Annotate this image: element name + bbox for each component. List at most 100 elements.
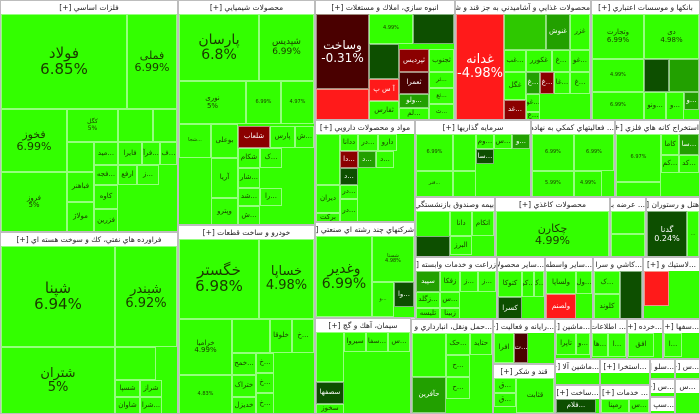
stock-tile[interactable]: ...ولو [399, 94, 429, 108]
sector-s27[interactable]: ... اطلاعات [+] ...ها ...ا [591, 319, 627, 359]
stock-tile[interactable]: آ س پ [369, 79, 399, 101]
stock-tile[interactable]: شراز [140, 380, 162, 397]
stock-tile[interactable]: ...ث [429, 104, 454, 119]
stock-tile[interactable]: 6.97% [616, 134, 661, 182]
stock-tile[interactable]: شکام [238, 148, 260, 168]
stock-tile[interactable]: غگل [504, 72, 526, 100]
stock-tile[interactable]: ...و [576, 333, 590, 355]
stock-tile[interactable]: ...خ [292, 319, 314, 353]
stock-tile[interactable]: سیروا [344, 332, 366, 352]
sector-s16[interactable]: هتل و رستوران [+]گدنا0.24%... [646, 197, 700, 257]
stock-tile[interactable] [616, 182, 661, 196]
sector-title[interactable]: سيمان، آهك و گچ [+] [316, 319, 410, 333]
stock-tile[interactable]: ثپردیس [399, 49, 429, 72]
sector-s21[interactable]: ...لاستيك و [+] [643, 257, 700, 319]
sector-s10[interactable]: ... فعاليتهاي كمكي به نهادهاي [+] 6.99% 5.… [531, 120, 615, 197]
stock-tile[interactable]: اتکام [472, 211, 494, 236]
stock-tile[interactable]: ...دا [340, 151, 358, 168]
stock-tile[interactable]: چکارن 4.99% [496, 211, 609, 256]
stock-tile[interactable]: ...در [358, 134, 378, 151]
stock-tile[interactable]: 4.97% [281, 81, 314, 124]
stock-tile[interactable]: فخوز 6.99% [1, 109, 67, 172]
sector-title[interactable]: انبوه سازي، املاك و مستغلات [+] [316, 1, 454, 15]
stock-tile[interactable]: ...فجه [94, 165, 118, 185]
stock-tile[interactable] [412, 333, 446, 377]
stock-tile[interactable]: ...و [666, 92, 684, 119]
sector-s7[interactable]: بانكها و موسسات اعتباري [+] وتجارت 6.99% دی… [591, 0, 700, 120]
stock-tile[interactable]: ...ف [160, 142, 177, 165]
stock-tile[interactable]: کگل 5% [67, 109, 118, 142]
stock-tile[interactable]: دانا [450, 211, 472, 236]
stock-tile[interactable]: وساخت -0.31% [316, 14, 369, 89]
stock-tile[interactable]: ددانا [340, 134, 358, 151]
sector-s23[interactable]: ...حمل ونقل، انبارداري و ا [+] ...حک حتاید… [411, 319, 493, 414]
sector-title[interactable]: ...حمل ونقل، انبارداري و ا [+] [412, 320, 492, 334]
stock-tile[interactable] [620, 271, 642, 318]
sector-s34[interactable]: ...سلو [+] [650, 359, 675, 379]
stock-tile[interactable] [316, 332, 344, 382]
stock-tile[interactable]: ...غ [570, 72, 590, 94]
sector-title[interactable]: ...ساير واسطه [+] [546, 258, 592, 272]
stock-tile[interactable]: کسرا [498, 297, 522, 318]
stock-tile[interactable]: ...و [684, 92, 699, 110]
stock-tile[interactable]: دی 4.98% [644, 14, 699, 59]
sector-s29[interactable]: ...سفها [+] ...ا [663, 319, 700, 359]
stock-tile[interactable]: ولساپا [546, 271, 576, 294]
sector-s4[interactable]: خودرو و ساخت قطعات [+] خگستر 6.98% خساپا 4.9… [178, 225, 315, 414]
stock-tile[interactable]: ...ز [137, 165, 159, 185]
sector-title[interactable]: ...سفها [+] [664, 320, 699, 334]
stock-tile[interactable] [504, 14, 546, 50]
stock-tile[interactable]: ...ثر [429, 72, 454, 88]
sector-title[interactable]: ...س [676, 380, 699, 394]
sector-s15[interactable]: ... عرضه برق، گاز [+] [610, 197, 646, 257]
stock-tile[interactable]: ثجنوب [429, 49, 454, 72]
stock-tile[interactable] [316, 89, 369, 119]
stock-tile[interactable]: ...سفا [366, 332, 388, 352]
stock-tile[interactable] [453, 134, 476, 171]
stock-tile[interactable]: ...غو [570, 50, 590, 72]
sector-s36[interactable]: ...س [+] [650, 379, 675, 397]
stock-tile[interactable]: غزر [570, 14, 590, 50]
stock-tile[interactable]: سصفها [316, 382, 344, 404]
stock-tile[interactable]: ...غا [554, 72, 570, 94]
stock-tile[interactable]: افق [628, 333, 654, 357]
sector-s37[interactable]: ...سپ [+] [650, 397, 675, 414]
sector-s5[interactable]: انبوه سازي، املاك و مستغلات [+] وساخت -0.3… [315, 0, 455, 120]
sector-title[interactable]: محصولات غذايي و آشاميدني به جز قند و شكر… [456, 1, 590, 15]
stock-tile[interactable]: ...شار [238, 168, 260, 188]
sector-s11[interactable]: استخراج كانه هاي فلزي [+] 6.97% کاما ...سا.… [615, 120, 700, 197]
stock-tile[interactable]: 4.83% [179, 375, 232, 413]
stock-tile[interactable]: ...س [440, 292, 460, 308]
sector-title[interactable]: ...ماشين [+] [556, 320, 590, 334]
sector-title[interactable]: فلزات اساسي [+] [1, 1, 177, 15]
sector-title[interactable]: ...ساخت [+] [556, 386, 599, 400]
stock-tile[interactable]: ...س [494, 134, 512, 149]
stock-tile[interactable]: ثعمرا [399, 72, 429, 94]
stock-tile[interactable]: دارو [378, 134, 397, 151]
stock-tile[interactable]: ...سا [679, 134, 699, 155]
sector-title[interactable]: مواد و محصولات دارويي [+] [316, 121, 414, 135]
sector-title[interactable]: ...سلو [+] [651, 360, 674, 374]
stock-tile[interactable] [115, 347, 156, 380]
stock-tile[interactable]: ...ا [608, 333, 626, 357]
stock-tile[interactable]: ...در [340, 199, 358, 221]
stock-tile[interactable]: ...ک [260, 148, 282, 168]
sector-title[interactable]: ...س [+] [651, 380, 674, 394]
sector-title[interactable]: زراعت و خدمات وابسته [+] [416, 258, 496, 272]
stock-tile[interactable]: وپترو [211, 198, 238, 224]
sector-s25[interactable]: قند و شكر [+] ...ق ...ق قثابت [493, 364, 555, 414]
sector-s38[interactable]: ...س [675, 379, 700, 414]
stock-tile[interactable]: ...ک [594, 271, 620, 294]
sector-title[interactable]: قند و شكر [+] [494, 365, 554, 379]
stock-tile[interactable]: فزرین [94, 209, 118, 231]
stock-tile[interactable]: 6.99% [574, 134, 614, 171]
stock-tile[interactable]: ...س [388, 332, 410, 352]
stock-tile[interactable]: غدانه -4.98% [456, 14, 504, 119]
sector-s30[interactable]: ...ماشين آلا [+] [555, 359, 600, 385]
stock-tile[interactable]: خگستر 6.98% [179, 239, 259, 319]
sector-s22[interactable]: سيمان، آهك و گچ [+] سیروا ...سفا ...س سصفها س… [315, 318, 411, 414]
sector-title[interactable]: ...كاشي و سرا [+] [594, 258, 642, 272]
stock-tile[interactable]: غکورر [526, 50, 552, 72]
stock-tile[interactable]: ...غ [552, 50, 570, 72]
sector-s24[interactable]: ...رايانه و فعاليت [+] افرا ...ت [493, 319, 555, 364]
